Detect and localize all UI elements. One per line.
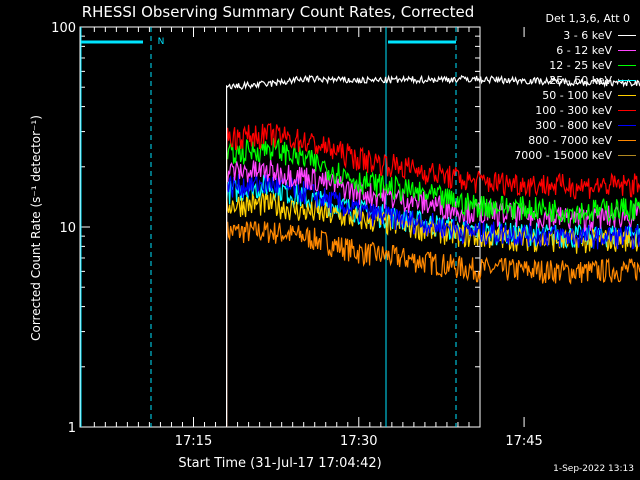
series-line: [226, 159, 640, 427]
legend-swatch: [618, 80, 636, 81]
legend-swatch: [618, 95, 636, 96]
legend-entry-label: 3 - 6 keV: [563, 29, 612, 42]
series-line: [226, 137, 640, 427]
legend: Det 1,3,6, Att 0 3 - 6 keV 6 - 12 keV 12 -…: [490, 12, 636, 163]
timestamp: 1-Sep-2022 13:13: [553, 464, 634, 474]
legend-entry: 7000 - 15000 keV: [490, 148, 636, 163]
legend-entry: 6 - 12 keV: [490, 43, 636, 58]
legend-entry: 100 - 300 keV: [490, 103, 636, 118]
x-tick-label: 17:30: [340, 434, 377, 449]
legend-entry: 50 - 100 keV: [490, 88, 636, 103]
legend-entry: 800 - 7000 keV: [490, 133, 636, 148]
legend-header: Det 1,3,6, Att 0: [545, 12, 630, 25]
y-tick-label: 10: [59, 221, 76, 236]
y-axis-label: Corrected Count Rate (s⁻¹ detector⁻¹): [29, 115, 43, 341]
legend-swatch: [618, 65, 636, 66]
legend-entry: 12 - 25 keV: [490, 58, 636, 73]
series-line: [226, 122, 640, 427]
legend-entry-label: 50 - 100 keV: [542, 89, 612, 102]
legend-entry-label: 12 - 25 keV: [549, 59, 612, 72]
legend-entry-label: 100 - 300 keV: [535, 104, 612, 117]
chart-title: RHESSI Observing Summary Count Rates, Co…: [82, 3, 475, 21]
legend-entry-label: 800 - 7000 keV: [528, 134, 612, 147]
legend-swatch: [618, 125, 636, 126]
legend-entry-label: 7000 - 15000 keV: [514, 149, 612, 162]
legend-entry: 300 - 800 keV: [490, 118, 636, 133]
legend-swatch: [618, 50, 636, 51]
legend-swatch: [618, 140, 636, 141]
legend-entry: 25 - 50 keV: [490, 73, 636, 88]
y-tick-label: 1: [68, 421, 76, 436]
x-tick-label: 17:15: [175, 434, 212, 449]
x-axis-label: Start Time (31-Jul-17 17:04:42): [178, 456, 381, 471]
legend-swatch: [618, 155, 636, 156]
x-tick-label: 17:45: [505, 434, 542, 449]
series-line: [226, 221, 640, 427]
legend-swatch: [618, 110, 636, 111]
legend-entry: 3 - 6 keV: [490, 28, 636, 43]
legend-entry-label: 300 - 800 keV: [535, 119, 612, 132]
series-line: [226, 74, 640, 427]
legend-entry-label: 6 - 12 keV: [556, 44, 612, 57]
series-line: [226, 173, 640, 427]
night-marker-label: N: [158, 37, 165, 47]
legend-swatch: [618, 35, 636, 36]
legend-entry-label: 25 - 50 keV: [549, 74, 612, 87]
y-tick-label: 100: [51, 21, 76, 36]
